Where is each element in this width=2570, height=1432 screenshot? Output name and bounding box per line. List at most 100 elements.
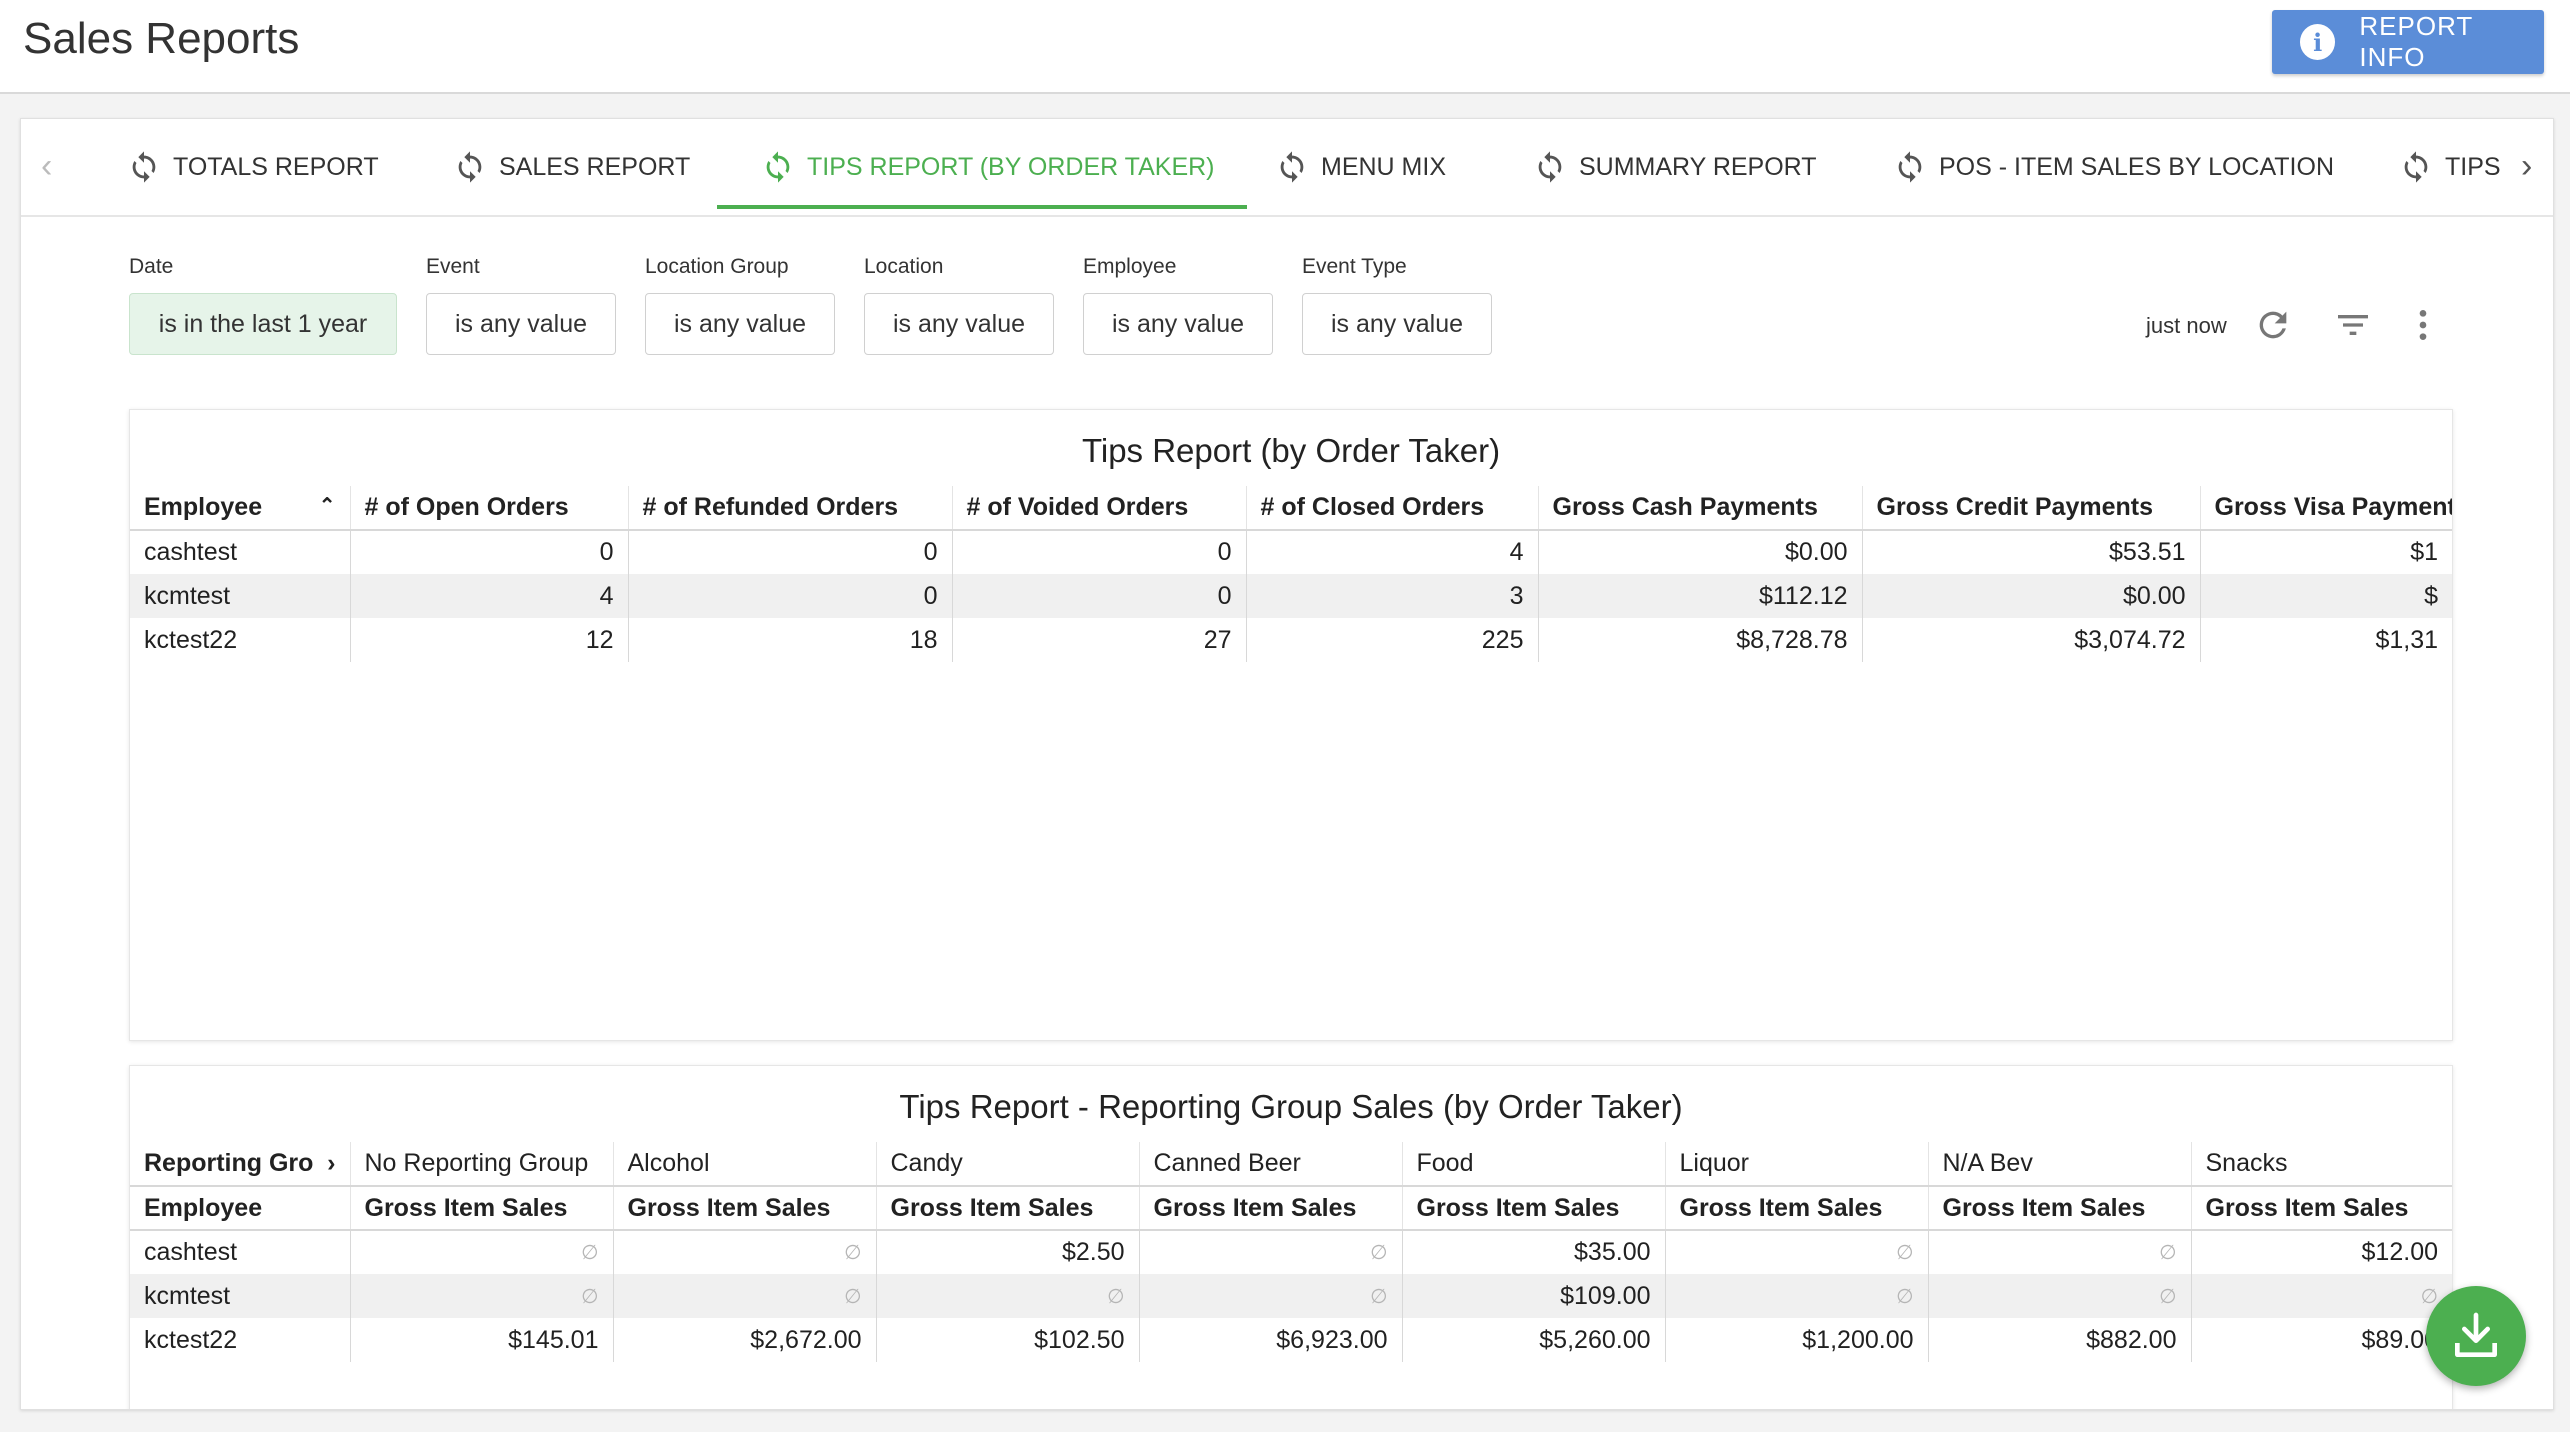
group-header: Canned Beer bbox=[1138, 1142, 1402, 1187]
filter-employee[interactable]: is any value bbox=[1083, 293, 1273, 355]
table-cell: 0 bbox=[951, 530, 1246, 574]
report-info-label: REPORT INFO bbox=[2359, 11, 2473, 72]
column-header[interactable]: Gross Item Sales bbox=[1664, 1186, 1928, 1231]
tab-tips[interactable]: TIPS bbox=[2399, 119, 2501, 215]
filter-event[interactable]: is any value bbox=[426, 293, 616, 355]
column-header[interactable]: Gross Item Sales bbox=[2190, 1186, 2452, 1231]
filter-label-employee: Employee bbox=[1083, 255, 1177, 278]
tab-menu-mix[interactable]: MENU MIX bbox=[1275, 119, 1446, 215]
column-header[interactable]: # of Voided Orders bbox=[951, 486, 1246, 531]
report-tabs: ‹ TOTALS REPORT SALES REPORT TIPS REPORT… bbox=[21, 119, 2553, 217]
table-cell: $6,923.00 bbox=[1138, 1318, 1402, 1362]
column-header[interactable]: Gross Item Sales bbox=[612, 1186, 876, 1231]
table-cell: cashtest bbox=[130, 1230, 351, 1274]
column-header[interactable]: Gross Item Sales bbox=[1927, 1186, 2191, 1231]
report-info-button[interactable]: i REPORT INFO bbox=[2272, 10, 2544, 74]
table-cell: $0.00 bbox=[1861, 574, 2200, 618]
filter-event-type[interactable]: is any value bbox=[1302, 293, 1492, 355]
table-cell: $3,074.72 bbox=[1861, 618, 2200, 662]
filter-label-date: Date bbox=[129, 255, 174, 278]
refresh-icon bbox=[132, 151, 156, 183]
tabs-scroll-left-icon[interactable]: ‹ bbox=[41, 147, 53, 185]
table-cell: 0 bbox=[349, 530, 628, 574]
table-cell: $35.00 bbox=[1401, 1230, 1665, 1274]
panel-title: Tips Report (by Order Taker) bbox=[1081, 432, 1501, 469]
refresh-icon[interactable] bbox=[2253, 305, 2293, 345]
tips-report-panel: Tips Report (by Order Taker) Employee ⌃ … bbox=[129, 409, 2453, 1041]
active-tab-indicator bbox=[717, 205, 1247, 209]
tab-label: TIPS REPORT (BY ORDER TAKER) bbox=[807, 152, 1215, 181]
table-cell: cashtest bbox=[130, 530, 351, 574]
column-header[interactable]: # of Refunded Orders bbox=[627, 486, 952, 531]
group-header: Alcohol bbox=[612, 1142, 876, 1187]
tab-summary-report[interactable]: SUMMARY REPORT bbox=[1533, 119, 1817, 215]
table-cell: 225 bbox=[1245, 618, 1538, 662]
column-header[interactable]: Gross Item Sales bbox=[1138, 1186, 1402, 1231]
column-header-employee[interactable]: Employee ⌃ bbox=[130, 486, 350, 531]
table-cell: ∅ bbox=[349, 1230, 613, 1274]
table-row: kcmtest 4 0 0 3 $112.12 $0.00 $ bbox=[130, 574, 2452, 618]
tab-label: MENU MIX bbox=[1321, 152, 1446, 181]
table-cell: $1,200.00 bbox=[1664, 1318, 1928, 1362]
table-cell: ∅ bbox=[2190, 1274, 2452, 1318]
chevron-right-icon[interactable]: › bbox=[327, 1149, 336, 1177]
table-cell: kctest22 bbox=[130, 618, 351, 662]
filter-location-group[interactable]: is any value bbox=[645, 293, 835, 355]
column-header[interactable]: Gross Credit Payments bbox=[1861, 486, 2200, 531]
tab-tips-report-by-order-taker[interactable]: TIPS REPORT (BY ORDER TAKER) bbox=[761, 119, 1215, 215]
column-header[interactable]: # of Closed Orders bbox=[1245, 486, 1538, 531]
table-cell: ∅ bbox=[1927, 1230, 2191, 1274]
table-cell: $102.50 bbox=[875, 1318, 1139, 1362]
filter-location[interactable]: is any value bbox=[864, 293, 1054, 355]
tabs-scroll-right-icon[interactable]: › bbox=[2521, 147, 2533, 185]
more-vert-icon[interactable] bbox=[2403, 305, 2443, 345]
table-cell: ∅ bbox=[1664, 1274, 1928, 1318]
column-header-reporting-group[interactable]: Reporting Gro › bbox=[130, 1142, 350, 1187]
table-row: cashtest 0 0 0 4 $0.00 $53.51 $1 bbox=[130, 530, 2452, 574]
tab-label: SUMMARY REPORT bbox=[1579, 152, 1817, 181]
table-cell: $1 bbox=[2199, 530, 2452, 574]
top-bar: Sales Reports i REPORT INFO bbox=[0, 0, 2570, 94]
tab-label: TIPS bbox=[2445, 152, 2501, 181]
refresh-icon bbox=[1898, 151, 1922, 183]
table-cell: $2,672.00 bbox=[612, 1318, 876, 1362]
filter-icon[interactable] bbox=[2333, 305, 2373, 345]
table-cell: 18 bbox=[627, 618, 952, 662]
report-card: ‹ TOTALS REPORT SALES REPORT TIPS REPORT… bbox=[20, 118, 2554, 1410]
group-header: Candy bbox=[875, 1142, 1139, 1187]
refresh-icon bbox=[766, 151, 790, 183]
tab-sales-report[interactable]: SALES REPORT bbox=[453, 119, 690, 215]
column-header[interactable]: Gross Item Sales bbox=[875, 1186, 1139, 1231]
panel-title: Tips Report - Reporting Group Sales (by … bbox=[899, 1088, 1683, 1125]
column-header[interactable]: Gross Cash Payments bbox=[1537, 486, 1862, 531]
filter-date[interactable]: is in the last 1 year bbox=[129, 293, 397, 355]
table-cell: $112.12 bbox=[1537, 574, 1862, 618]
group-header-row: Reporting Gro › No Reporting Group Alcoh… bbox=[130, 1142, 2452, 1187]
column-header[interactable]: Gross Item Sales bbox=[1401, 1186, 1665, 1231]
table-row: kctest22 $145.01 $2,672.00 $102.50 $6,92… bbox=[130, 1318, 2452, 1362]
group-header: N/A Bev bbox=[1927, 1142, 2191, 1187]
download-button[interactable] bbox=[2426, 1286, 2526, 1386]
column-header[interactable]: Gross Visa Payments bbox=[2199, 486, 2452, 531]
sort-asc-icon[interactable]: ⌃ bbox=[318, 495, 336, 517]
column-header-employee[interactable]: Employee bbox=[130, 1186, 350, 1231]
tab-label: POS - ITEM SALES BY LOCATION bbox=[1939, 152, 2335, 181]
table-cell: kctest22 bbox=[130, 1318, 351, 1362]
table-cell: 0 bbox=[627, 574, 952, 618]
table-cell: $53.51 bbox=[1861, 530, 2200, 574]
table-cell: 0 bbox=[951, 574, 1246, 618]
table-cell: ∅ bbox=[1927, 1274, 2191, 1318]
table-cell: $5,260.00 bbox=[1401, 1318, 1665, 1362]
table-cell: 4 bbox=[349, 574, 628, 618]
refresh-icon bbox=[1280, 151, 1304, 183]
column-header[interactable]: Gross Item Sales bbox=[349, 1186, 613, 1231]
group-header: Liquor bbox=[1664, 1142, 1928, 1187]
table-cell: ∅ bbox=[1664, 1230, 1928, 1274]
table-cell: $12.00 bbox=[2190, 1230, 2452, 1274]
filter-label-location-group: Location Group bbox=[645, 255, 789, 278]
tab-totals-report[interactable]: TOTALS REPORT bbox=[127, 119, 379, 215]
group-header: Snacks bbox=[2190, 1142, 2452, 1187]
table-cell: $882.00 bbox=[1927, 1318, 2191, 1362]
tab-pos-item-sales-by-location[interactable]: POS - ITEM SALES BY LOCATION bbox=[1893, 119, 2334, 215]
column-header[interactable]: # of Open Orders bbox=[349, 486, 628, 531]
